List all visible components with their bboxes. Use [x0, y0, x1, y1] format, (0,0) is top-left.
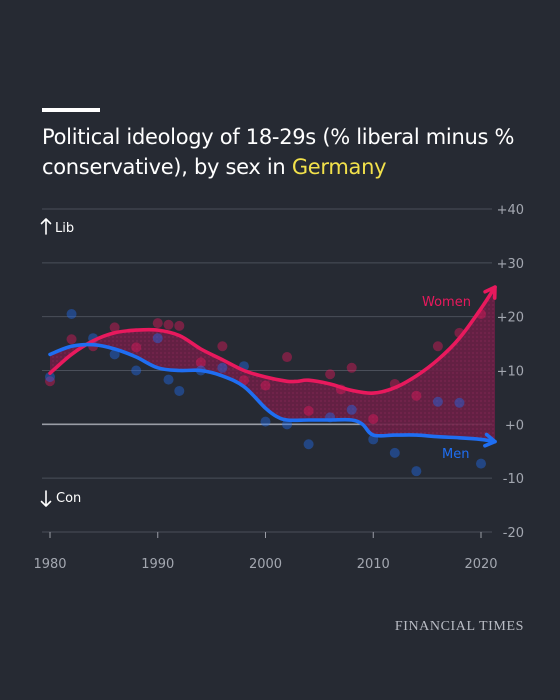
- women-data-point: [217, 341, 228, 352]
- women-data-point: [45, 376, 55, 387]
- up-arrow-icon: [40, 218, 52, 235]
- men-data-point: [303, 439, 314, 450]
- brand-logo: FINANCIAL TIMES: [394, 619, 524, 634]
- lib-label: Lib: [55, 221, 74, 236]
- women-data-point: [195, 357, 206, 368]
- women-data-point: [163, 319, 174, 330]
- men-data-point: [152, 333, 163, 344]
- men-data-point: [389, 447, 400, 458]
- trend-lines: [48, 285, 497, 448]
- gap-area-fill: [50, 287, 495, 442]
- x-axis-ticks: 1980 1990 2000 2010 2020: [33, 532, 498, 572]
- women-data-point: [174, 320, 185, 331]
- y-tick-label: +30: [497, 257, 524, 272]
- y-tick-label: +20: [497, 311, 524, 326]
- women-data-point: [303, 405, 314, 416]
- women-data-point: [260, 380, 271, 391]
- x-tick-label: 1990: [141, 557, 174, 572]
- women-data-point: [432, 341, 443, 352]
- men-data-point: [66, 308, 77, 319]
- x-tick-label: 1980: [33, 557, 66, 572]
- men-data-point: [163, 374, 174, 385]
- men-data-point: [411, 466, 422, 477]
- y-tick-label: +0: [505, 418, 524, 433]
- men-data-point: [109, 349, 120, 360]
- women-trend-line: [48, 285, 497, 395]
- women-data-point: [152, 318, 163, 329]
- chart-title: Political ideology of 18-29s (% liberal …: [42, 122, 532, 182]
- x-tick-label: 2020: [464, 557, 497, 572]
- women-data-point: [238, 375, 249, 386]
- women-data-point: [346, 362, 357, 373]
- men-data-point: [45, 371, 55, 382]
- gridlines: [42, 208, 492, 533]
- women-data-point: [325, 369, 336, 380]
- men-series-label: Men: [442, 447, 469, 462]
- title-accent-bar: [42, 108, 100, 112]
- direction-labels: Lib Con: [40, 218, 81, 507]
- chart-title-highlight: Germany: [291, 155, 387, 179]
- men-data-point: [454, 397, 465, 408]
- men-data-point: [432, 396, 443, 407]
- y-tick-label: -20: [503, 526, 524, 541]
- men-arrowhead: [483, 432, 497, 448]
- men-trend-line: [48, 342, 497, 444]
- women-data-point: [282, 352, 293, 363]
- men-data-point: [217, 362, 228, 373]
- scatter-points: [45, 308, 486, 477]
- y-tick-label: +40: [497, 203, 524, 218]
- men-data-point: [476, 458, 486, 469]
- women-arrowhead: [483, 285, 497, 300]
- women-data-point: [109, 322, 120, 333]
- men-data-point: [131, 365, 142, 376]
- women-series-label: Women: [422, 295, 471, 310]
- con-label: Con: [56, 491, 81, 506]
- y-tick-label: -10: [503, 472, 524, 487]
- women-data-point: [131, 342, 142, 353]
- y-tick-label: +10: [497, 365, 524, 380]
- down-arrow-icon: [40, 490, 52, 507]
- men-data-point: [346, 404, 357, 415]
- women-data-point: [66, 334, 77, 345]
- x-tick-label: 2010: [357, 557, 390, 572]
- series-labels: Women Men: [422, 295, 471, 462]
- men-data-point: [260, 416, 271, 427]
- chart-title-text: Political ideology of 18-29s (% liberal …: [42, 125, 515, 179]
- men-data-point: [174, 385, 185, 396]
- gap-area: [50, 287, 495, 442]
- x-tick-label: 2000: [249, 557, 282, 572]
- women-data-point: [368, 413, 379, 424]
- women-data-point: [411, 390, 422, 401]
- y-axis-ticks: +40 +30 +20 +10 +0 -10 -20: [497, 203, 524, 541]
